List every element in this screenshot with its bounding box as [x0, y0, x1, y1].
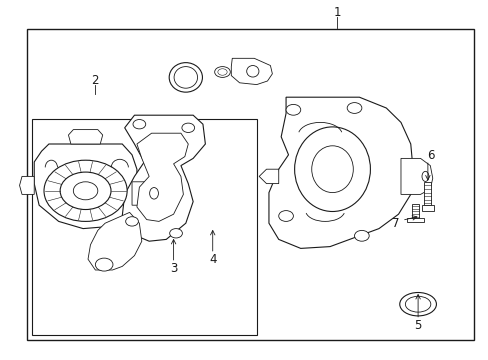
Bar [32, 119, 256, 335]
Ellipse shape [399, 292, 435, 316]
Circle shape [182, 123, 194, 132]
Ellipse shape [169, 63, 202, 92]
Circle shape [95, 258, 113, 271]
Text: 2: 2 [91, 75, 99, 87]
Polygon shape [122, 115, 205, 241]
Text: 6: 6 [427, 149, 434, 162]
Bar [421, 205, 433, 211]
Polygon shape [68, 130, 102, 144]
Ellipse shape [218, 69, 226, 75]
Polygon shape [268, 97, 412, 248]
Ellipse shape [214, 67, 230, 77]
Text: 3: 3 [169, 262, 177, 275]
Polygon shape [88, 212, 142, 270]
Ellipse shape [421, 171, 428, 181]
Text: 7: 7 [391, 217, 399, 230]
Circle shape [354, 230, 368, 241]
Text: 5: 5 [413, 319, 421, 332]
Bar [27, 29, 473, 340]
Circle shape [60, 172, 111, 210]
Circle shape [133, 120, 145, 129]
Polygon shape [137, 133, 188, 221]
Ellipse shape [149, 188, 158, 199]
Circle shape [278, 211, 293, 221]
Polygon shape [259, 169, 278, 184]
Circle shape [73, 182, 98, 200]
Circle shape [169, 229, 182, 238]
Circle shape [285, 104, 300, 115]
Text: 4: 4 [208, 253, 216, 266]
Polygon shape [400, 158, 432, 194]
Bar [411, 204, 418, 218]
Polygon shape [34, 144, 137, 229]
Ellipse shape [246, 66, 259, 77]
Circle shape [346, 103, 361, 113]
Circle shape [44, 160, 127, 221]
Polygon shape [20, 176, 34, 194]
Text: 1: 1 [333, 6, 341, 19]
Polygon shape [231, 58, 272, 85]
Circle shape [125, 217, 138, 226]
Bar [406, 218, 424, 222]
Polygon shape [132, 182, 161, 205]
Ellipse shape [311, 146, 352, 193]
Ellipse shape [294, 127, 370, 211]
Ellipse shape [405, 296, 430, 312]
Bar [424, 182, 430, 205]
Ellipse shape [174, 67, 197, 88]
